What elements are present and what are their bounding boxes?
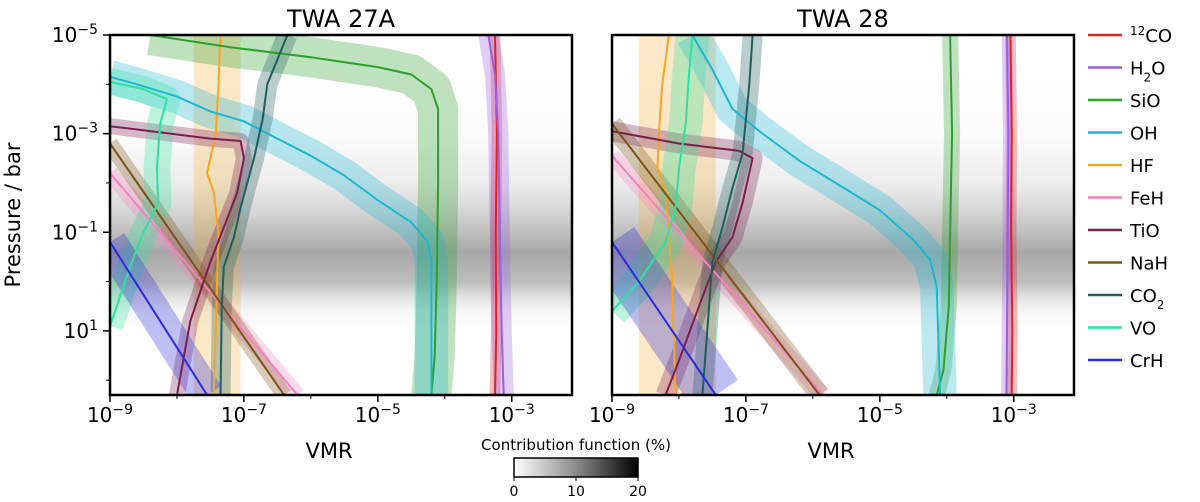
legend-label: SiO xyxy=(1130,91,1161,112)
legend-label: FeH xyxy=(1130,189,1164,210)
y-axis-label: Pressure / bar xyxy=(1,142,25,287)
x-tick-label: 10−5 xyxy=(355,402,401,427)
legend-entry-SiO: SiO xyxy=(1088,91,1161,112)
line-TiO xyxy=(612,130,754,395)
panel-title: TWA 27A xyxy=(286,5,396,33)
legend-entry-H2O: H2O xyxy=(1088,59,1165,85)
legend-label: CrH xyxy=(1130,351,1164,372)
line-NaH xyxy=(612,123,821,395)
line-CrH xyxy=(110,241,208,395)
legend-label: VO xyxy=(1130,319,1156,340)
line-VO xyxy=(110,80,168,327)
y-tick-label: 10−5 xyxy=(52,22,98,47)
legend-label: CO2 xyxy=(1130,286,1164,312)
x-tick-label: 10−7 xyxy=(221,402,267,427)
panel-title: TWA 28 xyxy=(796,5,889,33)
line-H2O xyxy=(1005,35,1010,395)
panel-frame xyxy=(610,33,1076,397)
x-tick-label: 10−3 xyxy=(991,402,1037,427)
x-tick-label: 10−9 xyxy=(589,402,635,427)
y-axis-label-text: Pressure / bar xyxy=(1,142,25,287)
x-tick-label: 10−7 xyxy=(723,402,769,427)
y-tick-label: 10−1 xyxy=(52,219,98,244)
legend-entry-TiO: TiO xyxy=(1088,221,1160,242)
series-layer xyxy=(612,35,1018,395)
colorbar-tick-label: 10 xyxy=(567,484,585,500)
legend-entry-CO2: CO2 xyxy=(1088,286,1164,312)
line-VO xyxy=(612,35,694,312)
legend-entry-CrH: CrH xyxy=(1088,351,1164,372)
colorbar: Contribution function (%) 0 10 20 xyxy=(481,436,671,500)
x-axis-label: VMR xyxy=(807,439,854,463)
legend-label: HF xyxy=(1130,156,1154,177)
line-CO2 xyxy=(701,35,754,395)
legend-entry-12CO: 12CO xyxy=(1088,24,1172,47)
legend-entry-VO: VO xyxy=(1088,319,1156,340)
line-TiO xyxy=(110,125,245,395)
legend-label: NaH xyxy=(1130,254,1168,275)
legend-label: H2O xyxy=(1130,59,1165,85)
legend-entry-FeH: FeH xyxy=(1088,189,1164,210)
x-tick-label: 10−5 xyxy=(857,402,903,427)
colorbar-label: Contribution function (%) xyxy=(481,436,671,454)
line-FeH xyxy=(612,155,824,395)
legend: 12CO H2O SiO OH HF FeH TiO NaH CO2 VO CrH xyxy=(1088,24,1172,372)
line-CO2 xyxy=(219,35,289,395)
legend-entry-HF: HF xyxy=(1088,156,1154,177)
line-CrH xyxy=(612,241,717,395)
line-H2O xyxy=(487,35,505,395)
legend-label: 12CO xyxy=(1130,24,1172,47)
line-HF xyxy=(206,35,222,395)
line-NaH xyxy=(110,142,285,395)
x-tick-label: 10−9 xyxy=(87,402,133,427)
line-OH xyxy=(691,35,942,395)
panel-2: TWA 28 10−9 10−7 10−5 10−3 VMR xyxy=(589,5,1076,463)
x-tick-label: 10−3 xyxy=(489,402,535,427)
y-tick-label: 101 xyxy=(64,318,98,343)
colorbar-gradient xyxy=(513,457,639,478)
line-SiO xyxy=(150,35,440,395)
panel-frame xyxy=(108,33,574,397)
colorbar-tick-label: 20 xyxy=(629,484,647,500)
legend-entry-OH: OH xyxy=(1088,124,1158,145)
legend-entry-NaH: NaH xyxy=(1088,254,1168,275)
line-OH xyxy=(110,75,433,395)
line-SiO xyxy=(935,35,954,395)
legend-label: OH xyxy=(1130,124,1158,145)
x-axis-label: VMR xyxy=(305,439,352,463)
band-HF xyxy=(638,35,716,395)
series-layer xyxy=(110,35,514,395)
line-12CO xyxy=(1009,35,1014,395)
colorbar-tick-label: 0 xyxy=(510,484,519,500)
y-tick-label: 10−3 xyxy=(52,121,98,146)
legend-label: TiO xyxy=(1129,221,1160,242)
